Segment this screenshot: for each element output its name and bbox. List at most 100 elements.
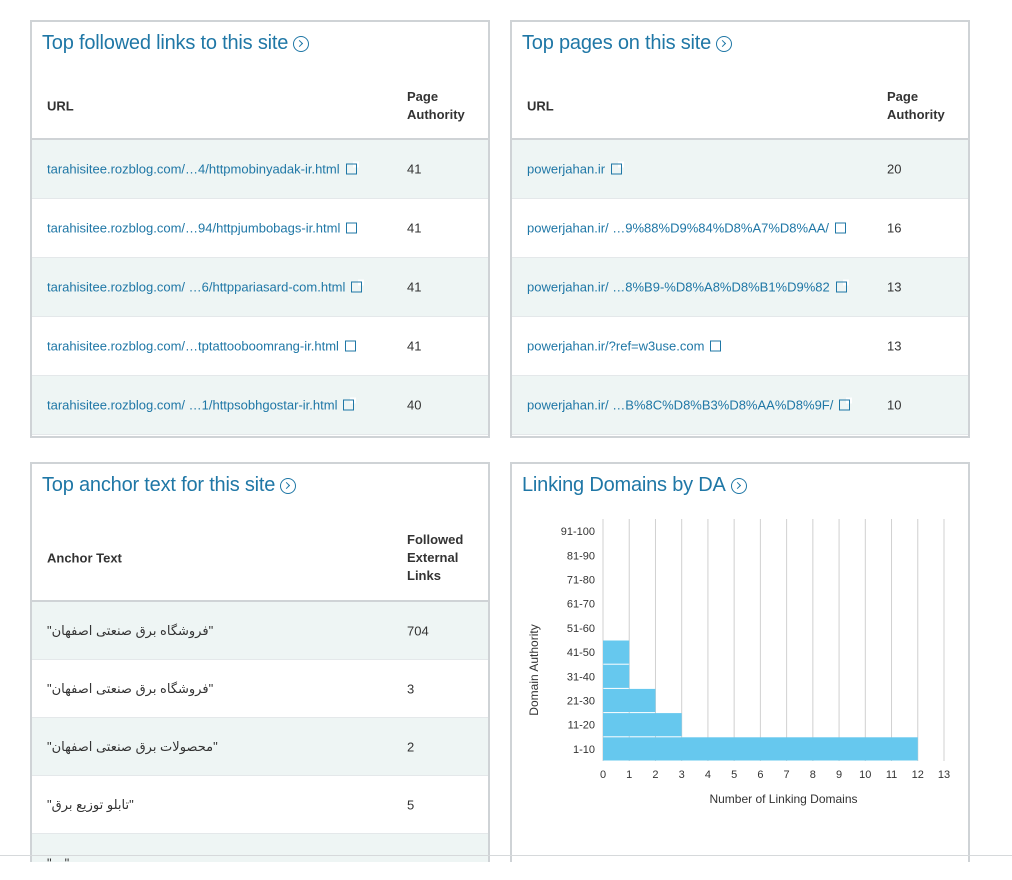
url-link[interactable]: powerjahan.ir/ …8%B9-%D8%A8%D8%B1%D9%82 [527,279,849,295]
url-column-header: URL [47,98,74,114]
url-text[interactable]: powerjahan.ir/ …B%8C%D8%B3%D8%AA%D8%9F/ [527,397,834,413]
chevron-circle-right-icon[interactable] [293,35,310,52]
url-link[interactable]: tarahisitee.rozblog.com/ …1/httpsobhgost… [47,397,357,413]
x-tick-label: 4 [705,769,711,781]
table-header: Anchor Text Followed External Links [32,516,488,602]
external-link-icon[interactable] [346,220,360,234]
bar-chart: 0 1 2 3 4 5 6 7 8 9 10 11 12 131-1011-2021-3031-4041-… [527,519,950,806]
anchor-text-cell: "محصولات برق صنعتی اصفهان" [47,739,218,755]
external-link-icon[interactable] [343,397,357,411]
page-authority-value: 41 [407,279,422,295]
top-followed-links-title[interactable]: Top followed links to this site [42,32,310,55]
external-link-icon[interactable] [611,161,625,175]
page-authority-value: 41 [407,220,422,236]
x-axis-label: Number of Linking Domains [709,792,857,806]
url-text[interactable]: powerjahan.ir/ …9%88%D9%84%D8%A7%D8%AA/ [527,220,830,236]
page-authority-column-header: Page Authority [407,89,465,122]
bar[interactable] [603,640,630,664]
url-text[interactable]: powerjahan.ir/?ref=w3use.com [527,338,705,354]
bar[interactable] [603,664,630,688]
anchor-text-cell: "تابلو توزیع برق" [47,797,134,813]
url-link[interactable]: powerjahan.ir/ …B%8C%D8%B3%D8%AA%D8%9F/ [527,397,853,413]
url-text[interactable]: powerjahan.ir [527,161,606,177]
table-row: tarahisitee.rozblog.com/…tptattooboomran… [32,317,488,376]
external-link-icon[interactable] [835,220,849,234]
url-link[interactable]: tarahisitee.rozblog.com/ …6/httppariasar… [47,279,365,295]
url-link[interactable]: tarahisitee.rozblog.com/…94/httpjumbobag… [47,220,360,236]
linking-domains-chart: 0 1 2 3 4 5 6 7 8 9 10 11 12 13 1-10 11-20 21-30 31-40 41-… [512,514,968,862]
chevron-circle-right-icon[interactable] [716,35,733,52]
top-followed-links-panel: Top followed links to this site URL Page… [30,20,490,438]
anchor-text-table-body: "فروشگاه برق صنعتی اصفهان" 704 "فروشگاه بر… [32,602,488,862]
y-tick-label: 91-100 [561,526,595,538]
table-row: tarahisitee.rozblog.com/ …1/httpsobhgost… [32,376,488,435]
bar[interactable] [603,688,656,713]
external-link-icon[interactable] [345,161,359,175]
y-tick-label: 11-20 [568,720,595,732]
external-link-icon[interactable] [835,279,849,293]
x-tick-label: 10 [859,769,871,781]
x-tick-label: 8 [810,769,816,781]
anchor-text: "فروشگاه برق صنعتی اصفهان" [47,680,214,696]
url-text[interactable]: powerjahan.ir/ …8%B9-%D8%A8%D8%B1%D9%82 [527,279,830,295]
anchor-text-cell: "فروشگاه برق صنعتی اصفهان" [47,681,213,697]
table-row: powerjahan.ir 20 [512,140,968,199]
table-row: "…" [32,834,488,862]
table-row: powerjahan.ir/ …9%88%D9%84%D8%A7%D8%AA/1… [512,199,968,258]
table-header: URL Page Authority [512,74,968,140]
external-link-icon[interactable] [839,397,853,411]
y-tick-label: 71-80 [567,575,595,587]
table-row: "محصولات برق صنعتی اصفهان" 2 [32,718,488,776]
page-authority-value: 40 [407,397,422,413]
table-row: powerjahan.ir/ …8%B9-%D8%A8%D8%B1%D9%82 1… [512,258,968,317]
url-link[interactable]: tarahisitee.rozblog.com/…tptattooboomran… [47,338,358,354]
y-tick-label: 21-30 [567,696,595,708]
y-axis-label: Domain Authority [527,624,541,715]
url-text[interactable]: tarahisitee.rozblog.com/…4/httpmobinyada… [47,161,340,177]
bar[interactable] [603,713,682,737]
page-authority-value: 41 [407,161,422,177]
url-link[interactable]: powerjahan.ir/ …9%88%D9%84%D8%A7%D8%AA/ [527,220,849,236]
external-link-icon[interactable] [344,338,358,352]
page-authority-value: 41 [407,338,422,354]
anchor-text-cell: "فروشگاه برق صنعتی اصفهان" [47,623,213,639]
url-text[interactable]: tarahisitee.rozblog.com/…94/httpjumbobag… [47,220,341,236]
url-text[interactable]: tarahisitee.rozblog.com/…tptattooboomran… [47,338,339,354]
page-divider [0,855,1012,856]
page-authority-value: 20 [887,161,902,177]
followed-links-value: 2 [407,739,415,754]
page-authority-column-header: Page Authority [887,89,945,122]
url-link[interactable]: powerjahan.ir/?ref=w3use.com [527,338,724,354]
external-link-icon[interactable] [710,338,724,352]
top-anchor-text-title[interactable]: Top anchor text for this site [42,474,297,497]
chevron-circle-right-icon[interactable] [280,477,297,494]
bar[interactable] [603,737,918,761]
page-authority-value: 10 [887,397,902,413]
table-row: tarahisitee.rozblog.com/…4/httpmobinyada… [32,140,488,199]
followed-links-value: 3 [407,681,415,696]
table-row: powerjahan.ir/?ref=w3use.com 13 [512,317,968,376]
url-text[interactable]: tarahisitee.rozblog.com/ …1/httpsobhgost… [47,397,338,413]
external-link-icon[interactable] [351,279,365,293]
linking-domains-title[interactable]: Linking Domains by DA [522,474,747,497]
url-link[interactable]: tarahisitee.rozblog.com/…4/httpmobinyada… [47,161,359,177]
y-tick-label: 31-40 [567,671,595,683]
chevron-circle-right-icon[interactable] [730,477,747,494]
top-anchor-text-panel: Top anchor text for this site Anchor Tex… [30,462,490,862]
x-tick-label: 7 [784,769,790,781]
table-row: tarahisitee.rozblog.com/ …6/httppariasar… [32,258,488,317]
followed-links-table-body: tarahisitee.rozblog.com/…4/httpmobinyada… [32,140,488,435]
anchor-text: "فروشگاه برق صنعتی اصفهان" [47,622,214,638]
top-pages-title[interactable]: Top pages on this site [522,32,733,55]
table-row: powerjahan.ir/ …B%8C%D8%B3%D8%AA%D8%9F/1… [512,376,968,435]
anchor-text: "محصولات برق صنعتی اصفهان" [47,738,218,754]
table-row: "فروشگاه برق صنعتی اصفهان" 3 [32,660,488,718]
y-tick-label: 41-50 [567,647,595,659]
url-text[interactable]: tarahisitee.rozblog.com/ …6/httppariasar… [47,279,346,295]
linking-domains-panel: Linking Domains by DA 0 1 2 3 4 5 6 7 8 9 10 11 12 13… [510,462,970,862]
url-column-header: URL [527,98,554,114]
x-tick-label: 9 [836,769,842,781]
url-link[interactable]: powerjahan.ir [527,161,625,177]
x-tick-label: 11 [886,769,897,781]
y-tick-label: 51-60 [567,623,595,635]
